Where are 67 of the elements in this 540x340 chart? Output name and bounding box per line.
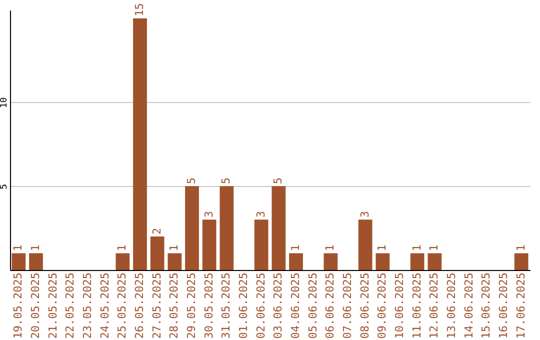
bar (116, 253, 130, 270)
bar (358, 220, 372, 270)
bar (12, 253, 26, 270)
data-label: 1 (410, 244, 424, 252)
data-label: 1 (168, 244, 181, 252)
bar (514, 253, 528, 270)
x-tick-label: 15.06.2025 (480, 272, 493, 339)
x-tick-label: 14.06.2025 (462, 272, 476, 339)
x-tick-label: 22.05.2025 (64, 272, 77, 339)
bar (150, 236, 164, 270)
bar (324, 253, 338, 270)
x-tick-label: 17.06.2025 (514, 272, 528, 339)
x-tick-label: 30.05.2025 (202, 272, 216, 339)
x-tick-label: 31.05.2025 (220, 272, 233, 339)
x-tick-label: 23.05.2025 (81, 272, 94, 339)
data-label: 3 (358, 211, 372, 218)
bar (185, 186, 199, 270)
data-label: 1 (514, 244, 528, 252)
bar (272, 186, 286, 270)
data-label: 5 (220, 178, 233, 184)
x-tick-label: 08.06.2025 (358, 272, 372, 339)
x-tick-label: 13.06.2025 (445, 272, 458, 339)
x-tick-label: 02.06.2025 (254, 272, 268, 339)
bar (220, 186, 234, 270)
x-tick-label: 26.05.2025 (133, 272, 146, 339)
bar (376, 253, 390, 270)
data-label: 1 (428, 244, 441, 252)
x-tick-label: 24.05.2025 (98, 272, 112, 339)
data-label: 1 (376, 244, 389, 252)
x-tick-label: 21.05.2025 (46, 272, 60, 339)
data-label: 5 (272, 178, 285, 184)
bar (202, 220, 216, 270)
x-tick-label: 20.05.2025 (29, 272, 42, 339)
x-tick-label: 03.06.2025 (272, 272, 285, 339)
data-label: 15 (133, 3, 146, 16)
x-tick-label: 01.06.2025 (237, 272, 250, 339)
x-tick-label: 16.06.2025 (497, 272, 510, 339)
data-label: 1 (324, 244, 337, 252)
x-tick-label: 27.05.2025 (150, 272, 164, 339)
data-label: 1 (116, 244, 129, 252)
x-tick-label: 06.06.2025 (324, 272, 337, 339)
x-tick-label: 05.06.2025 (306, 272, 320, 339)
y-tick-label: 10 (0, 97, 10, 108)
data-label: 3 (202, 211, 216, 218)
bar (289, 253, 303, 270)
x-tick-label: 12.06.2025 (428, 272, 441, 339)
x-tick-label: 19.05.2025 (12, 272, 25, 339)
data-label: 1 (29, 244, 42, 252)
data-label: 3 (254, 211, 268, 218)
bar (254, 220, 268, 270)
bar (428, 253, 442, 270)
x-tick-label: 04.06.2025 (289, 272, 302, 339)
data-label: 5 (185, 178, 198, 184)
x-tick-label: 09.06.2025 (376, 272, 389, 339)
data-label: 1 (289, 244, 302, 252)
data-label: 1 (12, 244, 25, 252)
x-tick-label: 11.06.2025 (410, 272, 424, 339)
x-tick-label: 07.06.2025 (341, 272, 354, 339)
bar (410, 253, 424, 270)
data-label: 2 (150, 228, 164, 234)
x-tick-label: 10.06.2025 (393, 272, 406, 339)
bar (29, 253, 43, 270)
bar (168, 253, 182, 270)
x-tick-label: 25.05.2025 (116, 272, 129, 339)
x-tick-label: 28.05.2025 (168, 272, 181, 339)
bar (133, 18, 147, 270)
x-tick-label: 29.05.2025 (185, 272, 198, 339)
